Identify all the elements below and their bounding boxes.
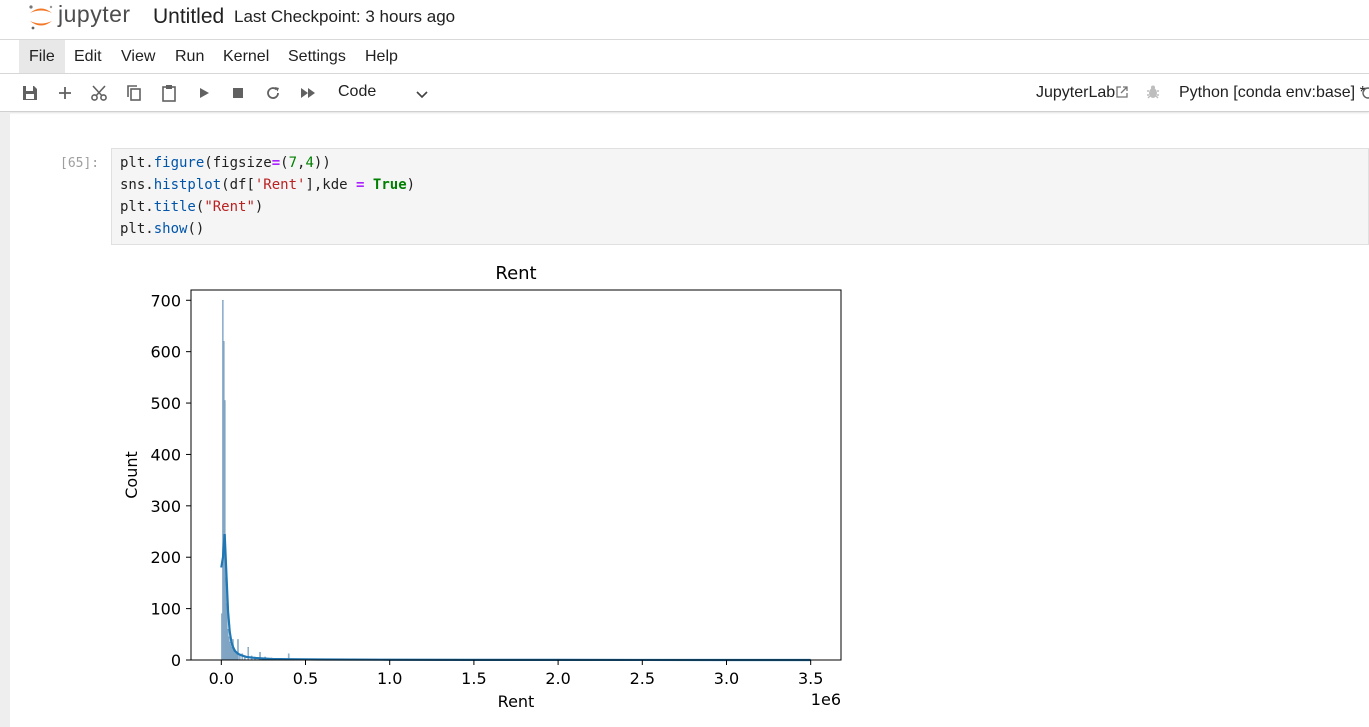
run-all-icon[interactable]: [297, 82, 319, 104]
x-tick-label: 0.5: [293, 669, 318, 688]
save-icon[interactable]: [19, 82, 41, 104]
stop-kernel-icon[interactable]: [227, 82, 249, 104]
x-tick-label: 2.5: [630, 669, 655, 688]
cell-prompt: [65]:: [60, 156, 100, 171]
left-gutter: [0, 112, 10, 727]
add-cell-icon[interactable]: [54, 82, 76, 104]
y-axis: 0 100 200 300 400 500 600 700: [150, 291, 191, 670]
y-tick-label: 400: [150, 445, 181, 464]
last-checkpoint: Last Checkpoint: 3 hours ago: [234, 7, 456, 26]
y-tick-label: 700: [150, 291, 181, 310]
plot-frame: [190, 289, 842, 661]
menu-help[interactable]: Help: [365, 48, 398, 65]
histogram-bars: [221, 300, 290, 661]
code-line-2: sns.histplot(df['Rent'],kde = True): [120, 177, 416, 193]
restart-kernel-icon[interactable]: [262, 82, 284, 104]
menu-kernel[interactable]: Kernel: [223, 48, 270, 65]
code-line-1: plt.figure(figsize=(7,4)): [120, 155, 331, 171]
x-tick-label: 3.0: [714, 669, 739, 688]
menu-file[interactable]: File: [19, 40, 65, 73]
x-tick-label: 1.0: [377, 669, 402, 688]
kernel-name[interactable]: Python [conda env:base] *: [1179, 84, 1366, 101]
y-tick-label: 100: [150, 600, 181, 619]
kde-line: [220, 534, 811, 662]
brand-name: jupyter: [58, 1, 131, 27]
y-axis-label: Count: [122, 451, 141, 499]
x-tick-label: 3.5: [798, 669, 823, 688]
y-tick-label: 600: [150, 343, 181, 362]
y-tick-label: 500: [150, 394, 181, 413]
x-tick-label: 1.5: [461, 669, 486, 688]
jupyterlab-link[interactable]: JupyterLab: [1036, 84, 1116, 101]
menu-edit[interactable]: Edit: [74, 48, 102, 65]
code-cell-input[interactable]: plt.figure(figsize=(7,4)) sns.histplot(d…: [111, 148, 1369, 245]
jupyter-logo-icon[interactable]: [27, 2, 55, 32]
y-tick-label: 200: [150, 548, 181, 567]
y-tick-label: 0: [171, 651, 181, 670]
menu-settings[interactable]: Settings: [288, 48, 346, 65]
chevron-down-icon[interactable]: [414, 86, 430, 102]
debugger-icon[interactable]: [1144, 83, 1162, 101]
chart-title: Rent: [495, 263, 536, 284]
x-tick-label: 0.0: [209, 669, 234, 688]
app-header: jupyter Untitled Last Checkpoint: 3 hour…: [0, 0, 1369, 40]
menu-bar: File Edit View Run Kernel Settings Help: [0, 40, 1369, 74]
cell-type-select[interactable]: Code: [338, 83, 377, 100]
menu-view[interactable]: View: [121, 48, 156, 65]
notebook-title[interactable]: Untitled: [153, 5, 225, 28]
x-axis: 0.0 0.5 1.0 1.5 2.0 2.5 3.0 3.5: [209, 660, 823, 688]
external-link-icon[interactable]: [1115, 85, 1129, 99]
notebook-toolbar: Code JupyterLab Python [conda env:base] …: [0, 74, 1369, 112]
x-offset-label: 1e6: [811, 690, 841, 709]
histogram-bar: [237, 639, 239, 661]
y-tick-label: 300: [150, 497, 181, 516]
code-line-4: plt.show(): [120, 221, 205, 237]
copy-icon[interactable]: [123, 82, 145, 104]
x-tick-label: 2.0: [545, 669, 570, 688]
x-axis-label: Rent: [498, 692, 535, 711]
code-line-3: plt.title("Rent"): [120, 199, 264, 215]
menu-run[interactable]: Run: [175, 48, 205, 65]
run-cell-icon[interactable]: [193, 82, 215, 104]
cut-icon[interactable]: [88, 82, 110, 104]
kernel-status-icon: [1362, 87, 1369, 99]
paste-icon[interactable]: [158, 82, 180, 104]
rent-histogram-chart: Rent 0.0 0.5 1.0 1.5 2.0 2.5 3.0 3.5 0 100 200 300…: [122, 263, 842, 711]
